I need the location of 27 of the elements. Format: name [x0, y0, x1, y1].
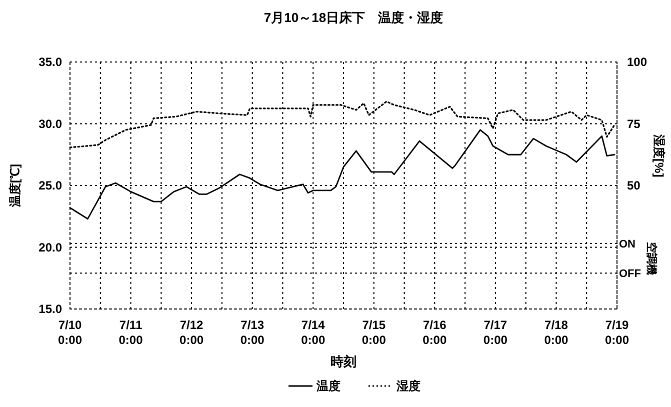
legend-label: 湿度 [396, 379, 420, 393]
x-tick-label: 7/18 0:00 [544, 318, 569, 347]
y-tick-label: 30.0 [38, 116, 62, 131]
text: 空調機 [645, 242, 658, 275]
y-tick-label: 20.0 [38, 240, 62, 254]
y2-tick-label: 75 [627, 116, 641, 131]
x-tick-label: 7/10 0:00 [58, 318, 82, 347]
x-tick-label: 7/17 0:00 [483, 318, 508, 347]
y-tick-label: 15.0 [38, 302, 62, 316]
y-tick-label: 25.0 [38, 178, 62, 192]
y2-tick-label: 50 [627, 178, 641, 192]
y2-axis-title: 湿度[%] [652, 134, 666, 178]
y-axis-title: 温度[℃] [8, 164, 22, 208]
x-tick-label: 7/12 0:00 [180, 318, 204, 347]
y2-tick-label: 100 [627, 55, 648, 69]
chart-title: 7月10～18日床下 温度・湿度 [264, 10, 444, 25]
x-tick-label: 7/15 0:00 [362, 318, 386, 347]
y-tick-label: 35.0 [38, 55, 62, 69]
x-axis-title: 時刻 [330, 354, 356, 369]
x-tick-label: 7/16 0:00 [422, 318, 447, 347]
ref-line-label: ON [619, 238, 636, 251]
x-tick-label: 7/14 0:00 [301, 318, 326, 347]
ref-line-label: OFF [619, 268, 642, 280]
x-tick-label: 7/19 0:00 [604, 318, 630, 347]
x-tick-label: 7/13 0:00 [240, 318, 265, 347]
x-tick-label: 7/11 0:00 [118, 318, 144, 347]
legend-label: 温度 [316, 379, 340, 393]
